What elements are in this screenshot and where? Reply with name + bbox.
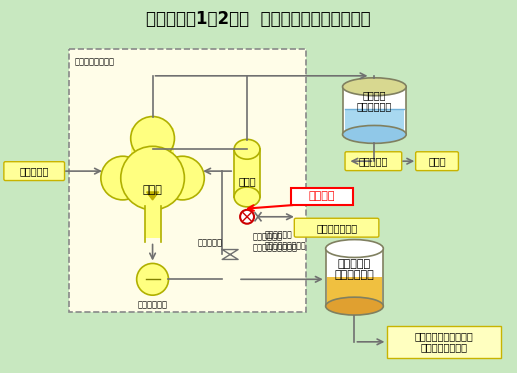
Bar: [326, 248, 383, 306]
Ellipse shape: [326, 239, 383, 257]
Bar: [343, 87, 406, 134]
Text: 当該箇所: 当該箇所: [309, 191, 336, 201]
Text: 濃縮液ポンプ: 濃縮液ポンプ: [138, 301, 168, 310]
Text: アスファルト固化装置
（ドラム缶詰め）: アスファルト固化装置 （ドラム缶詰め）: [415, 331, 474, 352]
Text: 薬液貯蔵タンク: 薬液貯蔵タンク: [316, 223, 357, 233]
Bar: [234, 149, 260, 197]
Bar: [291, 188, 354, 205]
Circle shape: [131, 116, 174, 160]
Bar: [121, 156, 185, 200]
Ellipse shape: [234, 140, 260, 159]
FancyBboxPatch shape: [4, 162, 65, 181]
Circle shape: [240, 210, 254, 224]
FancyBboxPatch shape: [416, 152, 459, 170]
Circle shape: [161, 156, 204, 200]
Ellipse shape: [234, 187, 260, 207]
Ellipse shape: [326, 297, 383, 315]
Text: 濃縮循環弁: 濃縮循環弁: [198, 238, 223, 247]
Text: 排水モニタ: 排水モニタ: [359, 156, 388, 166]
Text: 濃縮液ポンプ
出口ラインドレン弁: 濃縮液ポンプ 出口ラインドレン弁: [253, 233, 298, 252]
Text: 蒸発器: 蒸発器: [143, 185, 162, 195]
Text: 伊方発電所1、2号機  洗浄排水処理系統概略図: 伊方発電所1、2号機 洗浄排水処理系統概略図: [146, 10, 370, 28]
Circle shape: [136, 263, 169, 295]
Bar: [387, 326, 500, 358]
Text: 洗浄排水
蒸留水タンク: 洗浄排水 蒸留水タンク: [357, 90, 392, 112]
Bar: [69, 49, 306, 312]
Circle shape: [101, 156, 145, 200]
Text: ドラミング
バッチタンク: ドラミング バッチタンク: [334, 258, 374, 280]
Text: 濃縮液ポンプ
出口ラインドレン弁: 濃縮液ポンプ 出口ラインドレン弁: [265, 231, 307, 250]
Ellipse shape: [343, 78, 406, 96]
Ellipse shape: [343, 125, 406, 143]
Text: 洗濯排水等: 洗濯排水等: [20, 166, 49, 176]
Bar: [344, 109, 404, 137]
Text: 洗浄排水蒸発装置: 洗浄排水蒸発装置: [75, 57, 115, 66]
Bar: [131, 128, 174, 200]
FancyBboxPatch shape: [345, 152, 402, 170]
Circle shape: [121, 146, 185, 210]
Polygon shape: [147, 192, 159, 200]
Bar: [327, 277, 383, 307]
Text: 放水口: 放水口: [428, 156, 446, 166]
Bar: [145, 206, 161, 238]
FancyBboxPatch shape: [294, 218, 379, 237]
Text: 加熱器: 加熱器: [238, 176, 256, 186]
